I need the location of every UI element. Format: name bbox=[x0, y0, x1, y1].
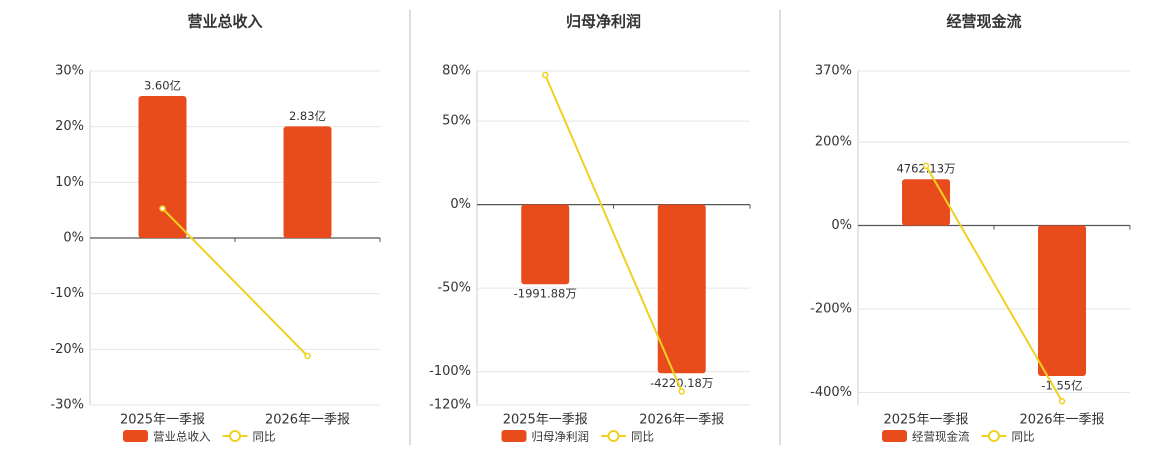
legend-label: 同比 bbox=[1012, 430, 1035, 444]
x-tick-label: 2025年一季报 bbox=[120, 413, 205, 428]
bar bbox=[902, 179, 950, 226]
y-tick-label: -20% bbox=[50, 342, 84, 357]
chart-title: 经营现金流 bbox=[946, 13, 1021, 31]
x-tick-label: 2026年一季报 bbox=[265, 413, 350, 428]
data-label: -1.55亿 bbox=[1041, 378, 1082, 392]
x-tick-label: 2026年一季报 bbox=[1019, 413, 1104, 428]
y-tick-label: -400% bbox=[810, 385, 852, 400]
y-tick-label: -200% bbox=[810, 301, 852, 316]
legend-swatch bbox=[229, 430, 241, 442]
bar bbox=[657, 204, 706, 374]
legend-label: 同比 bbox=[253, 430, 276, 444]
y-tick-label: 10% bbox=[55, 175, 84, 190]
x-tick-label: 2025年一季报 bbox=[883, 413, 968, 428]
chart-title: 归母净利润 bbox=[566, 13, 641, 31]
legend-swatch bbox=[607, 430, 620, 442]
legend-label: 同比 bbox=[631, 430, 654, 444]
y-tick-label: -50% bbox=[437, 281, 471, 296]
data-label: 3.60亿 bbox=[144, 79, 181, 93]
line bbox=[925, 165, 1063, 402]
legend-label: 归母净利润 bbox=[532, 430, 590, 444]
legend-label: 营业总收入 bbox=[153, 430, 211, 444]
data-label: 2.83亿 bbox=[289, 109, 326, 123]
legend-label: 经营现金流 bbox=[912, 430, 970, 444]
y-tick-label: -120% bbox=[429, 398, 471, 413]
line bbox=[544, 74, 683, 392]
y-tick-label: 200% bbox=[815, 134, 852, 149]
y-tick-label: -10% bbox=[50, 286, 84, 301]
legend-swatch bbox=[123, 430, 148, 442]
legend-swatch bbox=[501, 430, 527, 442]
x-tick-label: 2025年一季报 bbox=[503, 413, 588, 428]
chart-title: 营业总收入 bbox=[187, 13, 262, 31]
bar bbox=[521, 204, 570, 285]
y-tick-label: 0% bbox=[63, 231, 84, 246]
y-tick-label: 0% bbox=[450, 197, 471, 212]
line bbox=[161, 207, 309, 357]
data-label: -1991.88万 bbox=[514, 287, 577, 301]
line-point bbox=[922, 162, 930, 170]
bar bbox=[1038, 225, 1086, 376]
bar bbox=[283, 126, 332, 238]
legend-swatch bbox=[882, 430, 907, 442]
y-tick-label: 370% bbox=[815, 64, 852, 79]
x-tick-label: 2026年一季报 bbox=[639, 413, 724, 428]
y-tick-label: 50% bbox=[442, 114, 471, 129]
line-point bbox=[1058, 397, 1066, 405]
line-point bbox=[678, 388, 685, 395]
y-tick-label: 80% bbox=[442, 64, 471, 79]
data-label: -4220.18万 bbox=[650, 376, 713, 390]
line-point bbox=[304, 352, 311, 360]
line-point bbox=[159, 205, 166, 212]
legend-swatch bbox=[988, 430, 1000, 442]
y-tick-label: -100% bbox=[429, 364, 471, 379]
y-tick-label: 0% bbox=[831, 218, 852, 233]
bar bbox=[138, 96, 187, 239]
y-tick-label: 30% bbox=[55, 64, 84, 79]
line-point bbox=[542, 71, 549, 79]
y-tick-label: -30% bbox=[50, 398, 84, 413]
y-tick-label: 20% bbox=[55, 119, 84, 134]
